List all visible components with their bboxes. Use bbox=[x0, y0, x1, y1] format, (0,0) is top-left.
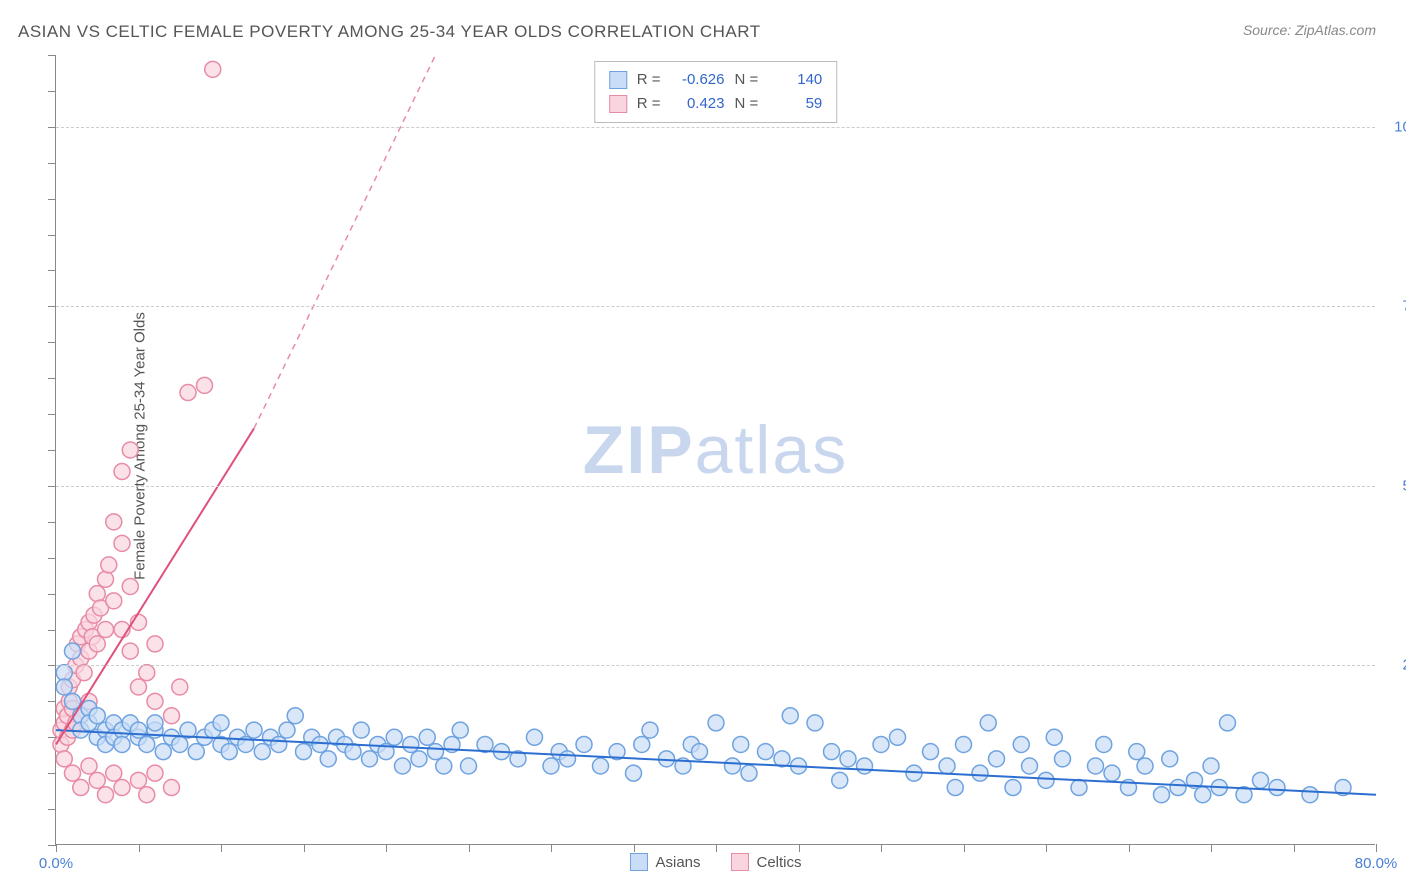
source-attribution: Source: ZipAtlas.com bbox=[1243, 22, 1376, 38]
chart-title: ASIAN VS CELTIC FEMALE POVERTY AMONG 25-… bbox=[18, 22, 761, 42]
swatch-asians bbox=[609, 71, 627, 89]
x-tick-label: 0.0% bbox=[39, 855, 73, 872]
r-value-celtics: 0.423 bbox=[671, 92, 725, 116]
r-value-asians: -0.626 bbox=[671, 68, 725, 92]
n-label: N = bbox=[735, 92, 759, 116]
legend-label-asians: Asians bbox=[655, 854, 700, 871]
y-tick-label: 25.0% bbox=[1385, 657, 1406, 674]
legend-label-celtics: Celtics bbox=[757, 854, 802, 871]
n-value-celtics: 59 bbox=[768, 92, 822, 116]
n-label: N = bbox=[735, 68, 759, 92]
plot-svg bbox=[56, 55, 1375, 844]
stats-row-asians: R = -0.626 N = 140 bbox=[609, 68, 823, 92]
scatter-plot: ZIPatlas R = -0.626 N = 140 R = 0.423 N … bbox=[55, 55, 1375, 845]
r-label: R = bbox=[637, 68, 661, 92]
y-tick-label: 50.0% bbox=[1385, 477, 1406, 494]
legend-item-celtics: Celtics bbox=[731, 853, 802, 871]
swatch-celtics bbox=[609, 95, 627, 113]
n-value-asians: 140 bbox=[768, 68, 822, 92]
r-label: R = bbox=[637, 92, 661, 116]
swatch-asians bbox=[629, 853, 647, 871]
stats-legend-box: R = -0.626 N = 140 R = 0.423 N = 59 bbox=[594, 61, 838, 123]
series-legend: Asians Celtics bbox=[629, 853, 801, 871]
stats-row-celtics: R = 0.423 N = 59 bbox=[609, 92, 823, 116]
swatch-celtics bbox=[731, 853, 749, 871]
y-tick-label: 75.0% bbox=[1385, 298, 1406, 315]
x-tick-label: 80.0% bbox=[1355, 855, 1398, 872]
y-tick-label: 100.0% bbox=[1385, 118, 1406, 135]
legend-item-asians: Asians bbox=[629, 853, 700, 871]
